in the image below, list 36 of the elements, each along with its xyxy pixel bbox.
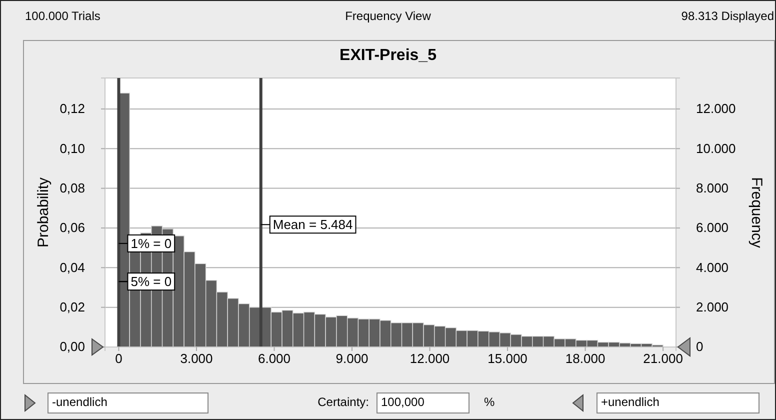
y2-tick-label: 12.000 xyxy=(696,101,736,116)
y2-axis-title: Frequency xyxy=(748,177,765,248)
ref-line-label: Mean = 5.484 xyxy=(272,217,353,232)
y2-tick-label: 8.000 xyxy=(696,180,729,196)
y2-tick-label: 4.000 xyxy=(696,260,729,275)
text: 100.000 Trials xyxy=(25,9,100,23)
x-tick-label: 21.000 xyxy=(643,351,683,366)
text: -unendlich xyxy=(52,395,108,409)
text: +unendlich xyxy=(601,395,660,409)
y-tick-label: 0,10 xyxy=(60,140,85,156)
y-tick-label: 0,12 xyxy=(60,101,85,116)
y-axis-title: Probability xyxy=(35,176,52,248)
ref-line-label: 1% = 0 xyxy=(130,236,172,251)
annotation: 5% = 0 xyxy=(130,274,172,290)
text: 100,000 xyxy=(381,395,425,409)
y-tick-label: 0,00 xyxy=(60,339,85,354)
text: % xyxy=(484,395,495,409)
y2-tick-label: 10.000 xyxy=(696,140,736,156)
y-tick-label: 0,04 xyxy=(60,260,85,275)
x-tick-label: 18.000 xyxy=(565,351,606,366)
x-tick-label: 3.000 xyxy=(180,351,213,366)
y2-tick-label: 6.000 xyxy=(696,220,729,236)
y-tick-label: 0,06 xyxy=(60,220,85,236)
y-tick-label: 0,08 xyxy=(60,180,85,196)
x-tick-label: 0 xyxy=(115,351,122,366)
y2-tick-label: 0 xyxy=(696,339,704,354)
y2-tick-label: 2.000 xyxy=(696,299,729,314)
y-tick-label: 0,02 xyxy=(60,299,85,314)
text: Certainty: xyxy=(318,395,369,409)
x-tick-label: 9.000 xyxy=(336,351,368,366)
text: Frequency View xyxy=(345,9,432,23)
x-tick-label: 12.000 xyxy=(410,351,450,366)
chart-title: EXIT-Preis_5 xyxy=(340,47,437,64)
x-tick-label: 15.000 xyxy=(488,351,528,366)
text: 98.313 Displayed xyxy=(681,9,774,23)
x-tick-label: 6.000 xyxy=(258,351,291,366)
